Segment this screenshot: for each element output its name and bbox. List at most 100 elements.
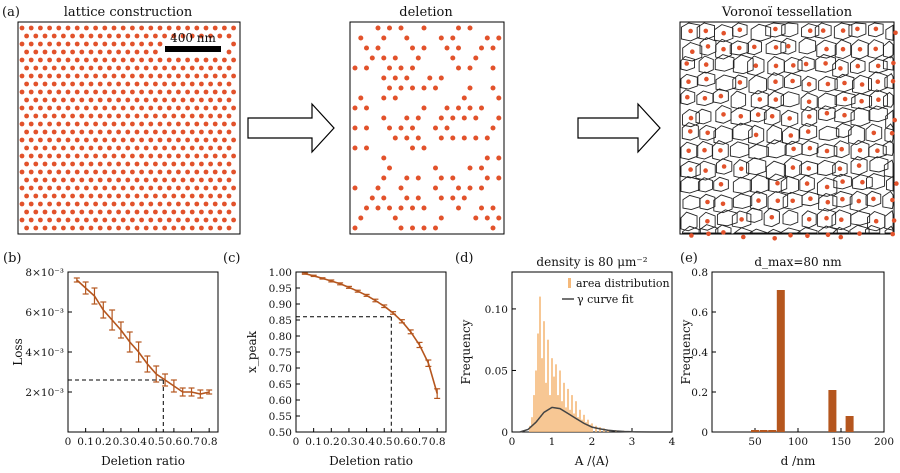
remaining-dot [473,115,479,121]
remaining-dot [369,195,375,201]
cell-seed-dot [876,97,881,102]
chart-area-distribution: 0 1 2 3 4 0 0.05 0.10 A /⟨A⟩ Frequency density is … [459,255,676,468]
remaining-dot [490,85,496,91]
remaining-dot [387,25,392,31]
voronoi-cell [747,55,765,76]
lattice-dot [102,201,108,207]
lattice-dot [226,97,232,103]
remaining-dot [450,115,456,121]
cell-seed-dot [703,62,709,67]
lattice-dot [143,113,149,119]
lattice-dot [51,177,57,183]
remaining-dot [444,45,450,51]
lattice-dot [84,73,89,79]
lattice-dot [194,73,200,79]
lattice-dot [51,97,57,103]
lattice-dot [171,177,177,183]
lattice-dot [212,121,218,127]
y-tick-label: 0.2 [691,387,708,399]
lattice-dot [19,121,25,127]
lattice-dot [33,65,39,71]
lattice-dot [38,105,43,111]
lattice-dot [84,41,89,47]
voronoi-cell [699,193,716,211]
voronoi-cell [732,54,754,75]
x-tick-label: 0 [293,436,300,448]
voronoi-cell [780,175,799,195]
remaining-dot [392,55,398,61]
lattice-dot [38,89,43,95]
voronoi-cell [865,190,882,207]
lattice-dot [166,57,172,63]
cell-seed-dot [840,196,845,202]
lattice-dot [79,177,85,183]
voronoi-cell [832,190,853,208]
lattice-dot [33,193,39,199]
cell-seed-dot [688,167,693,172]
remaining-dot [456,105,461,111]
voronoi-cell [868,105,888,123]
lattice-dot [148,73,154,79]
lattice-dot [51,209,57,215]
cell-seed-dot [838,234,844,240]
remaining-dot [410,45,415,51]
cell-seed-dot [791,63,796,68]
lattice-dot [107,177,112,183]
voronoi-cell [715,74,737,92]
lattice-dot [203,25,209,31]
cell-seed-dot [753,132,759,138]
voronoi-cell [746,207,763,223]
cell-seed-dot [806,166,812,171]
lattice-dot [24,33,29,39]
lattice-dot [102,153,108,159]
voronoi-cell [680,55,695,71]
remaining-dot [444,125,450,131]
voronoi-cell [784,72,802,90]
lattice-dot [222,201,227,207]
voronoi-cell [834,107,855,124]
y-tick-label: 0.95 [269,283,292,295]
x-tick-label: 0 [65,436,72,448]
lattice-dot [212,201,218,207]
x-tick-label: 0.8 [201,436,218,448]
lattice-dot [203,185,209,191]
lattice-dot [93,201,98,207]
remaining-dot [496,215,502,221]
remaining-dot [404,195,410,201]
lattice-dot [153,33,158,39]
remaining-dot [364,65,369,71]
lattice-dot [24,65,29,71]
histogram-bar [531,417,533,432]
lattice-dot [143,97,149,103]
cell-seed-dot [718,93,724,99]
lattice-dot [42,177,48,183]
cell-seed-dot [703,28,709,34]
lattice-dot [194,25,200,31]
cell-seed-dot [790,165,796,170]
lattice-dot [102,89,108,95]
lattice-dot [176,105,181,111]
lattice-dot [42,81,48,87]
lattice-dot [125,97,131,103]
lattice-dot [125,81,131,87]
remaining-dot [415,115,421,121]
lattice-dot [148,169,154,175]
lattice-dot [74,121,80,127]
cell-seed-dot [873,46,878,52]
remaining-dot [398,205,404,211]
lattice-dot [19,25,25,31]
lattice-dot [107,49,112,55]
cell-seed-dot [807,145,813,151]
lattice-dot [134,129,140,135]
panel-label-c: (c) [223,251,240,266]
lattice-dot [222,73,227,79]
lattice-dot [88,209,94,215]
lattice-dot [24,129,29,135]
voronoi-cell [818,192,838,212]
remaining-dot [438,35,444,41]
lattice-dot [226,161,232,167]
lattice-dot [226,65,232,71]
voronoi-cell [712,88,729,104]
voronoi-cell [797,56,815,72]
voronoi-cell [747,228,768,234]
